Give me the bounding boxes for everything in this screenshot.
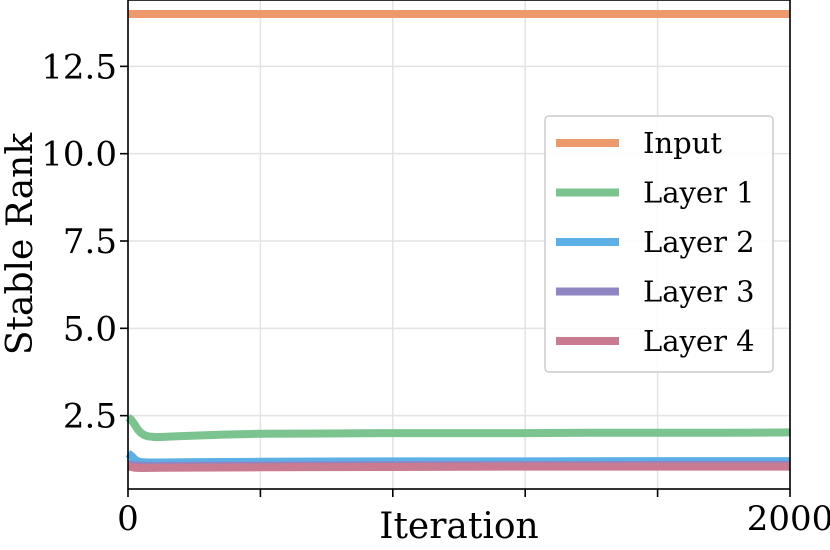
x-axis-label: Iteration [379, 506, 539, 547]
ticks: 0 2000 2.5 5.0 7.5 10.0 12.5 [41, 47, 830, 539]
legend-label: Layer 1 [643, 176, 755, 210]
legend-label: Layer 3 [643, 275, 755, 309]
plot-area-frame [127, 0, 791, 490]
legend: Input Layer 1 Layer 2 Layer 3 Layer 4 [544, 115, 774, 373]
y-tick-label: 10.0 [41, 135, 117, 175]
legend-label: Layer 4 [643, 324, 755, 358]
series-line-layer-4 [127, 462, 790, 472]
legend-label: Input [643, 126, 722, 160]
legend-box [544, 115, 774, 373]
y-axis-label: Stable Rank [0, 132, 41, 355]
y-tick-label: 5.0 [63, 309, 117, 349]
y-tick-label: 7.5 [63, 222, 117, 262]
series-line-layer-1 [125, 414, 791, 441]
x-tick-label: 0 [117, 499, 139, 539]
x-tick-label: 2000 [747, 499, 830, 539]
legend-label: Layer 2 [643, 225, 755, 259]
y-tick-label: 2.5 [63, 397, 117, 437]
series-group [125, 10, 791, 472]
y-tick-label: 12.5 [41, 47, 117, 87]
